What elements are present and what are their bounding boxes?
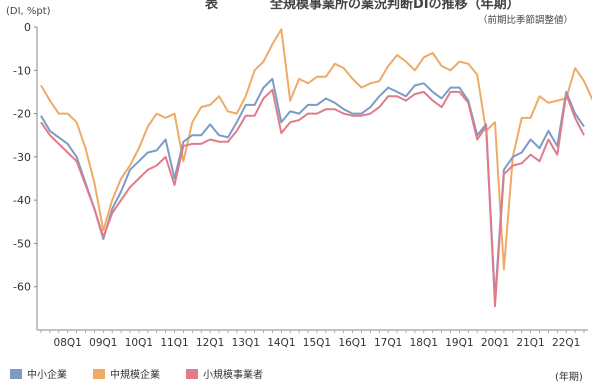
x-tick-label: 16Q1: [338, 337, 366, 349]
legend-label-sme: 中小企業: [27, 370, 67, 381]
x-tick-label: 13Q1: [232, 337, 260, 349]
x-tick-label: 20Q1: [481, 337, 509, 349]
legend-swatch-small: [186, 368, 198, 379]
x-tick-label: 17Q1: [374, 337, 402, 349]
y-tick-label: -20: [13, 108, 31, 121]
x-tick-label: 11Q1: [160, 337, 188, 349]
x-tick-label: 12Q1: [196, 337, 224, 349]
y-tick-label: -10: [13, 64, 31, 77]
y-tick-label: 0: [24, 21, 31, 34]
legend-swatch-medium: [93, 368, 105, 379]
legend: 中小企業 中規模企業 小規模事業者: [10, 366, 263, 381]
seasonal-adjustment-note: （前期比季節調整値）: [478, 15, 574, 26]
series-line-1: [40, 28, 592, 271]
legend-swatch-sme: [10, 368, 22, 379]
x-tick-label: 08Q1: [54, 337, 82, 349]
x-axis-unit-label: (年期): [555, 372, 583, 383]
x-tick-label: 14Q1: [267, 337, 295, 349]
legend-label-medium: 中規模企業: [110, 370, 160, 381]
chart-title: 表 全規模事業所の業況判断DIの推移（年期）: [205, 0, 520, 12]
y-tick-label: -60: [13, 281, 31, 294]
legend-item-medium: 中規模企業: [93, 366, 160, 381]
x-tick-label: 09Q1: [89, 337, 117, 349]
x-tick-label: 18Q1: [410, 337, 438, 349]
x-tick-label: 15Q1: [303, 337, 331, 349]
x-tick-label: 10Q1: [125, 337, 153, 349]
x-tick-label: 19Q1: [445, 337, 473, 349]
y-tick-label: -30: [13, 151, 31, 164]
x-tick-label: 22Q1: [552, 337, 580, 349]
y-axis-unit-label: (DI, %pt): [6, 6, 51, 17]
legend-label-small: 小規模事業者: [203, 370, 263, 381]
x-tick-label: 21Q1: [516, 337, 544, 349]
y-tick-label: -40: [13, 194, 31, 207]
series-line-2: [40, 88, 585, 308]
legend-item-sme: 中小企業: [10, 366, 67, 381]
y-tick-label: -50: [13, 237, 31, 250]
legend-item-small: 小規模事業者: [186, 366, 263, 381]
